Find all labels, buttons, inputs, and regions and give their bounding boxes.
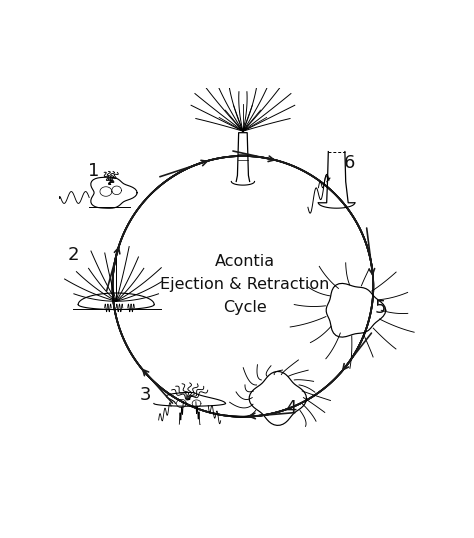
- Text: Acontia
Ejection & Retraction
Cycle: Acontia Ejection & Retraction Cycle: [160, 254, 329, 315]
- Text: 4: 4: [285, 399, 296, 416]
- Text: 2: 2: [67, 246, 79, 264]
- Text: 1: 1: [89, 161, 100, 180]
- Text: 5: 5: [375, 300, 386, 317]
- Text: 3: 3: [140, 386, 151, 404]
- Text: 6: 6: [344, 154, 355, 172]
